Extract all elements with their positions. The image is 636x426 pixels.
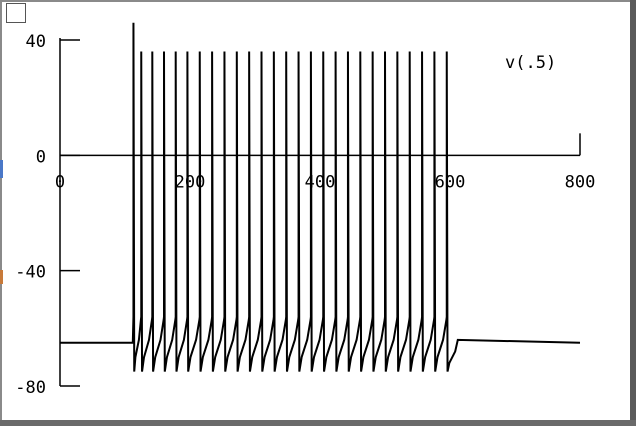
y-tick-label: -80	[15, 378, 46, 398]
window-frame-left	[0, 0, 2, 426]
y-tick-label: -40	[15, 263, 46, 283]
voltage-trace	[60, 22, 581, 372]
x-tick-label: 400	[305, 172, 336, 192]
x-tick-label: 200	[175, 172, 206, 192]
window-frame-right	[630, 0, 636, 426]
window-frame-bottom	[0, 420, 636, 426]
y-tick-label: 0	[36, 147, 46, 167]
y-tick-label: 40	[26, 32, 46, 52]
x-tick-label: 800	[565, 172, 596, 192]
edge-accent-orange	[0, 270, 3, 284]
edge-accent-blue	[0, 160, 3, 178]
window-frame-top	[0, 0, 636, 2]
axes	[59, 38, 581, 386]
checkbox-square[interactable]	[6, 3, 26, 23]
x-tick-label: 0	[55, 172, 65, 192]
trace	[60, 22, 581, 372]
x-tick-label: 600	[435, 172, 466, 192]
series-label: v(.5)	[505, 53, 556, 73]
ticks	[60, 39, 80, 387]
